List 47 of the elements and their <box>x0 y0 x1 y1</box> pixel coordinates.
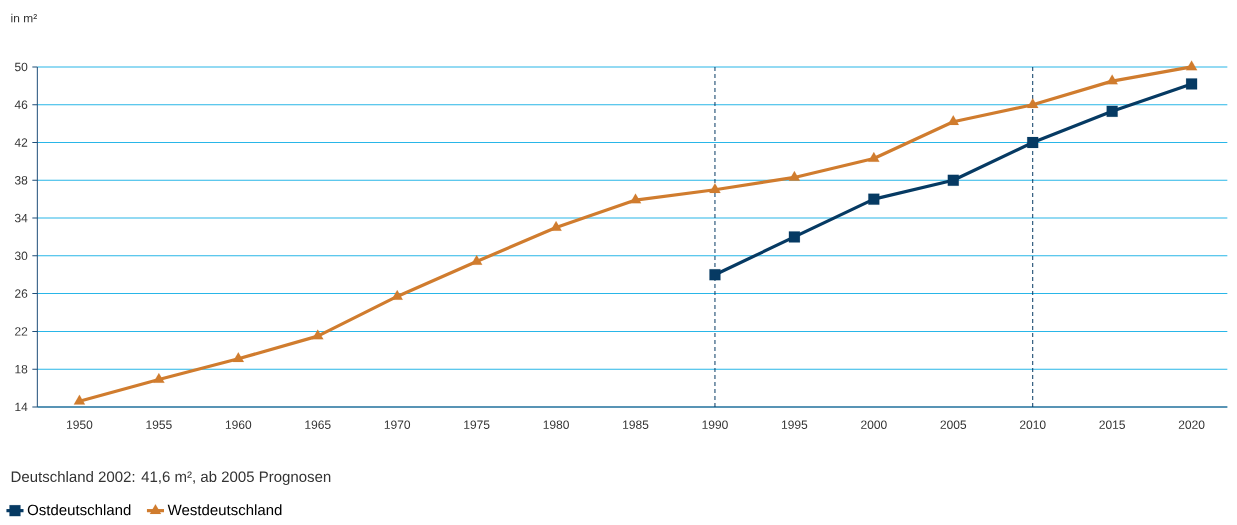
x-tick-label: 1965 <box>305 420 331 429</box>
point <box>312 329 324 340</box>
y-tick-label: 22 <box>15 327 28 336</box>
legend-label: Ostdeutschland <box>27 504 131 516</box>
x-tick-label: 1980 <box>543 420 569 429</box>
point <box>1185 60 1198 71</box>
x-tick-label: 1975 <box>464 420 490 429</box>
y-tick-label: 18 <box>15 364 28 374</box>
x-tick-label: 1955 <box>146 420 172 429</box>
y-tick-label: 46 <box>14 100 28 109</box>
legend-label: Westdeutschland <box>167 504 282 516</box>
x-tick-label: 1985 <box>623 420 649 429</box>
x-tick-label: 1950 <box>67 420 93 429</box>
point <box>232 352 245 363</box>
y-tick-label: 26 <box>15 289 28 298</box>
y-axis-title: in m² <box>11 13 37 23</box>
point <box>1106 74 1118 85</box>
y-tick-label: 14 <box>15 402 28 412</box>
x-tick-label: 1995 <box>781 420 808 429</box>
x-tick-label: 1960 <box>225 420 252 429</box>
y-tick-label: 34 <box>14 213 28 223</box>
point <box>153 373 165 383</box>
point <box>788 170 801 181</box>
point <box>629 193 642 204</box>
x-tick-label: 1970 <box>384 420 411 429</box>
point <box>709 183 721 194</box>
y-tick-label: 38 <box>14 176 28 185</box>
point <box>73 394 86 405</box>
x-tick-label: 2010 <box>1019 420 1046 429</box>
y-tick-label: 50 <box>14 62 28 72</box>
x-tick-label: 1990 <box>702 420 728 429</box>
point <box>1106 105 1118 117</box>
point <box>1027 136 1039 149</box>
point <box>1186 78 1198 90</box>
y-tick-label: 42 <box>14 138 28 147</box>
x-tick-label: 2000 <box>861 420 887 429</box>
point <box>868 151 880 162</box>
x-tick-label: 2015 <box>1099 420 1125 429</box>
point <box>788 231 800 243</box>
point <box>868 193 880 205</box>
x-tick-label: 2020 <box>1178 420 1205 429</box>
y-tick-label: 30 <box>14 251 28 261</box>
point <box>709 269 721 281</box>
x-tick-label: 2005 <box>940 420 967 429</box>
point <box>1027 98 1039 109</box>
text: Deutschland 2002: 41,6 m², ab 2005 Prognosen <box>11 471 331 485</box>
point <box>947 174 959 186</box>
